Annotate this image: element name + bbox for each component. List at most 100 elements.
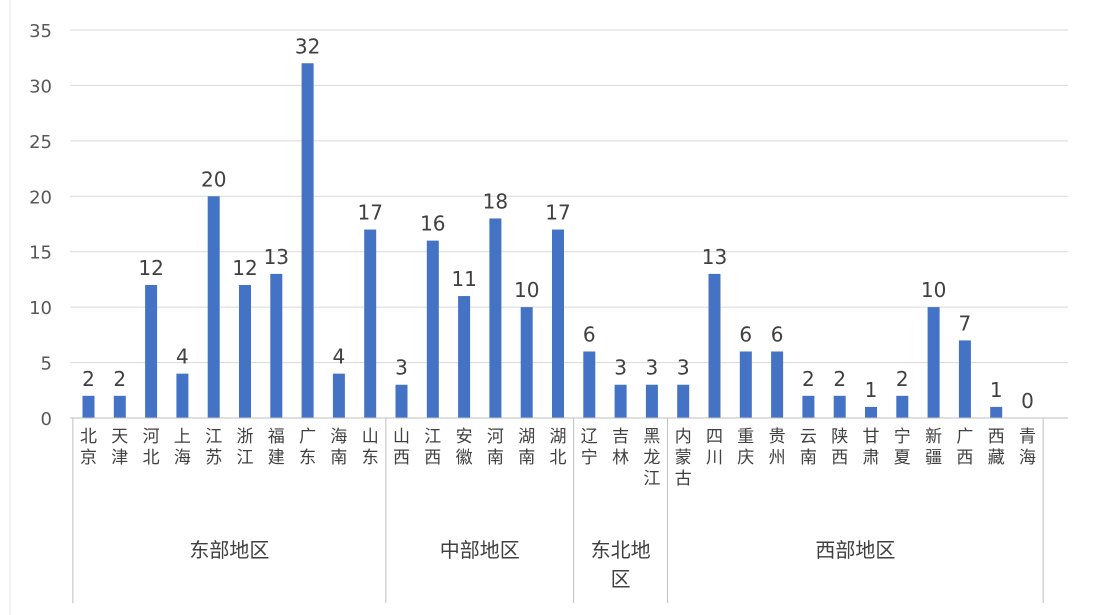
data-label-吉林: 3: [614, 356, 627, 380]
x-tick-label-河南: 河南: [487, 427, 504, 468]
bar-西藏: [990, 406, 1003, 418]
data-label-山东: 17: [357, 201, 382, 225]
bar-吉林: [614, 384, 627, 418]
bar-天津: [113, 395, 126, 418]
data-label-河南: 18: [483, 189, 508, 213]
x-tick-label-山西: 山西: [393, 427, 410, 468]
y-tick-label-5: 5: [41, 354, 52, 375]
data-label-湖南: 10: [514, 278, 539, 302]
data-label-重庆: 6: [739, 322, 752, 346]
data-label-山西: 3: [395, 356, 408, 380]
x-tick-label-安徽: 安徽: [456, 427, 473, 468]
x-tick-label-内蒙古: 内蒙古: [675, 427, 692, 489]
y-tick-label-0: 0: [41, 409, 52, 430]
data-label-安徽: 11: [451, 267, 476, 291]
bar-辽宁: [583, 351, 596, 418]
data-label-上海: 4: [176, 345, 189, 369]
bar-江苏: [207, 196, 220, 418]
bar-北京: [82, 395, 95, 418]
bar-广东: [301, 63, 314, 418]
group-label-1: 中部地区: [440, 538, 520, 562]
bar-湖北: [552, 229, 564, 418]
data-label-广东: 32: [295, 34, 320, 58]
x-tick-label-甘肃: 甘肃: [863, 427, 880, 468]
x-tick-label-北京: 北京: [80, 427, 97, 468]
x-tick-label-西藏: 西藏: [988, 427, 1005, 468]
data-label-宁夏: 2: [896, 367, 909, 391]
data-label-黑龙江: 3: [646, 356, 659, 380]
data-label-新疆: 10: [921, 278, 946, 302]
data-label-海南: 4: [333, 345, 346, 369]
x-tick-label-黑龙江: 黑龙江: [643, 427, 660, 489]
bar-山西: [395, 384, 408, 418]
bar-海南: [332, 373, 345, 418]
x-tick-label-重庆: 重庆: [737, 427, 754, 468]
y-tick-label-35: 35: [29, 21, 52, 42]
x-tick-label-辽宁: 辽宁: [581, 427, 598, 468]
bar-浙江: [239, 284, 251, 418]
data-label-青海: 0: [1021, 389, 1034, 413]
group-label-2: 东北地区: [591, 538, 651, 591]
data-label-内蒙古: 3: [677, 356, 690, 380]
data-label-云南: 2: [802, 367, 815, 391]
bar-河南: [489, 218, 502, 418]
data-label-贵州: 6: [771, 322, 784, 346]
bar-河北: [145, 284, 158, 418]
data-label-四川: 13: [702, 245, 727, 269]
data-label-陕西: 2: [833, 367, 846, 391]
x-tick-label-陕西: 陕西: [831, 427, 848, 468]
x-tick-label-贵州: 贵州: [769, 427, 786, 468]
bar-四川: [708, 273, 721, 418]
bar-甘肃: [865, 406, 877, 418]
x-tick-label-浙江: 浙江: [237, 427, 254, 468]
x-tick-label-山东: 山东: [362, 427, 379, 468]
x-tick-label-湖南: 湖南: [518, 427, 535, 468]
data-label-西藏: 1: [990, 378, 1003, 402]
x-tick-label-广西: 广西: [956, 427, 973, 468]
x-tick-label-云南: 云南: [800, 427, 817, 468]
bar-山东: [364, 229, 377, 418]
bar-广西: [958, 340, 971, 418]
region-groups: 东部地区 中部地区 东北地区 西部地区: [72, 418, 1044, 603]
data-label-湖北: 17: [545, 201, 570, 225]
bar-湖南: [520, 307, 533, 418]
bar-陕西: [833, 395, 846, 418]
x-tick-label-湖北: 湖北: [550, 427, 567, 468]
group-label-3: 西部地区: [815, 538, 895, 562]
bar-贵州: [771, 351, 784, 418]
bar-黑龙江: [645, 384, 658, 418]
data-label-江西: 16: [420, 212, 445, 236]
x-tick-label-福建: 福建: [268, 427, 285, 468]
bar-宁夏: [896, 395, 909, 418]
x-tick-label-四川: 四川: [706, 427, 723, 468]
y-tick-label-30: 30: [29, 76, 52, 97]
y-tick-label-20: 20: [29, 187, 52, 208]
x-tick-label-河北: 河北: [143, 427, 160, 468]
x-tick-label-江西: 江西: [424, 427, 441, 468]
x-tick-label-新疆: 新疆: [925, 427, 942, 468]
x-tick-label-宁夏: 宁夏: [894, 427, 911, 468]
x-axis: 北京天津河北上海江苏浙江福建广东海南山东山西江西安徽河南湖南湖北辽宁吉林黑龙江内…: [70, 417, 1068, 489]
x-tick-label-海南: 海南: [330, 427, 347, 468]
x-tick-label-江苏: 江苏: [205, 427, 222, 468]
y-tick-label-15: 15: [29, 243, 52, 264]
gridlines: [70, 29, 1068, 364]
x-tick-label-上海: 上海: [174, 427, 191, 468]
bars: [82, 63, 1003, 418]
bar-福建: [270, 273, 283, 418]
data-label-天津: 2: [113, 367, 126, 391]
bar-内蒙古: [677, 384, 690, 418]
x-tick-label-青海: 青海: [1019, 427, 1036, 468]
data-label-广西: 7: [959, 311, 972, 335]
bar-上海: [176, 373, 189, 418]
x-tick-label-吉林: 吉林: [612, 427, 629, 468]
bar-新疆: [927, 307, 940, 418]
data-label-辽宁: 6: [583, 322, 596, 346]
y-tick-label-25: 25: [29, 132, 52, 153]
data-label-江苏: 20: [201, 167, 226, 191]
bar-安徽: [458, 296, 471, 418]
bar-江西: [426, 240, 439, 418]
bar-重庆: [739, 351, 752, 418]
